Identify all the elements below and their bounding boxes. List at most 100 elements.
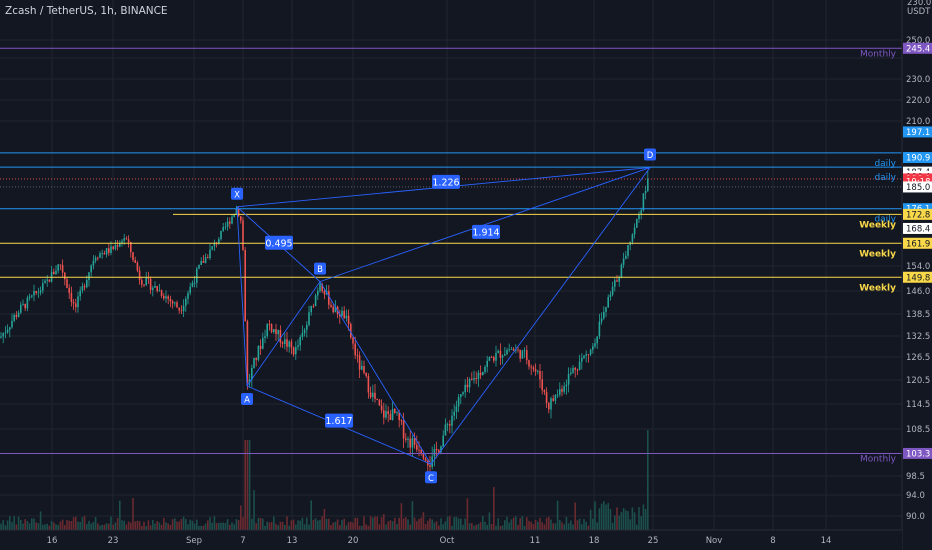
pattern-point-b-bg xyxy=(314,262,326,275)
symbol-title[interactable]: Zcash / TetherUS, 1h, BINANCE xyxy=(5,5,168,17)
volume-bar xyxy=(193,523,196,530)
volume-bar xyxy=(101,524,103,530)
candle-body xyxy=(17,312,20,317)
candle-body xyxy=(141,280,143,285)
volume-bar xyxy=(644,508,647,530)
candle-body xyxy=(284,339,286,344)
candle-body xyxy=(583,355,585,359)
volume-bar xyxy=(530,521,532,530)
volume-bar xyxy=(607,503,609,530)
price-tag: 168.4 xyxy=(906,224,930,234)
volume-bar xyxy=(504,520,506,530)
candle-body xyxy=(622,258,625,265)
candle-body xyxy=(99,253,101,258)
volume-bar xyxy=(387,521,389,530)
volume-bar xyxy=(486,524,488,530)
candle-body xyxy=(528,360,530,367)
volume-bar xyxy=(17,516,20,530)
pattern-point-b[interactable]: B xyxy=(317,265,323,275)
ratio-label[interactable]: 1.617 xyxy=(325,416,352,427)
volume-bar xyxy=(244,440,246,530)
pattern-point-a[interactable]: A xyxy=(244,396,250,406)
y-tick-label: 210.0 xyxy=(906,117,930,127)
candle-body xyxy=(416,444,418,450)
volume-bar xyxy=(310,500,312,530)
candle-body xyxy=(367,376,370,393)
candle-body xyxy=(376,398,378,400)
price-axis[interactable]: 245.4176.1172.8161.9149.8103.3USDT230.02… xyxy=(901,0,932,550)
time-axis[interactable]: 16 23 Sep 7 13 20 Oct 11 18 25 Nov 8 14 xyxy=(0,529,902,550)
pattern-point-d[interactable]: D xyxy=(647,151,654,161)
volume-bar xyxy=(178,521,180,530)
candle-body xyxy=(112,246,114,250)
candle-body xyxy=(13,314,15,321)
volume-bar xyxy=(325,518,328,530)
volume-bar xyxy=(416,521,418,530)
volume-bar xyxy=(343,518,345,530)
volume-bar xyxy=(136,520,139,530)
pattern-point-x[interactable]: X xyxy=(234,190,240,200)
candle-body xyxy=(253,357,255,368)
candle-body xyxy=(246,321,249,383)
ratio-label[interactable]: 1.914 xyxy=(472,227,499,238)
candle-body xyxy=(127,239,130,243)
pattern-point-c[interactable]: C xyxy=(428,474,434,484)
volume-bar xyxy=(259,517,262,530)
ratio-label[interactable]: 0.495 xyxy=(265,238,292,249)
candle-body xyxy=(319,284,321,292)
candle-body xyxy=(66,279,68,288)
level-tag-bg xyxy=(903,208,932,220)
volume-bar xyxy=(347,522,350,530)
volume-bar xyxy=(207,520,209,530)
candle-body xyxy=(372,392,374,397)
candle-body xyxy=(207,257,209,259)
candle-body xyxy=(171,301,174,304)
candle-body xyxy=(647,178,649,192)
volume-bar xyxy=(297,520,299,530)
candle-body xyxy=(559,389,561,395)
pattern-leg[interactable] xyxy=(319,281,432,465)
candle-body xyxy=(266,324,268,337)
volume-bar xyxy=(154,523,156,530)
harmonic-pattern[interactable]: X A B C D 0.495 1.617 1.226 1.914 xyxy=(231,148,656,484)
volume-bar xyxy=(581,524,583,530)
volume-bar xyxy=(391,521,394,530)
volume-bar xyxy=(517,524,519,530)
pattern-leg[interactable] xyxy=(319,167,651,283)
candle-body xyxy=(262,337,264,349)
candle-body xyxy=(259,345,262,349)
candle-body xyxy=(270,324,273,332)
level-tag-bg xyxy=(903,42,932,54)
candle-body xyxy=(92,260,95,266)
candle-body xyxy=(354,343,356,356)
candle-body xyxy=(563,386,565,392)
candle-body xyxy=(97,257,99,259)
candle-body xyxy=(541,379,543,391)
candle-body xyxy=(356,355,359,356)
candle-body xyxy=(209,249,211,259)
pattern-leg[interactable] xyxy=(246,281,321,387)
candle-body xyxy=(101,253,103,254)
pattern-leg[interactable] xyxy=(236,206,248,387)
volume-bar xyxy=(121,520,123,530)
candle-body xyxy=(286,339,288,347)
candle-body xyxy=(545,391,548,403)
candle-body xyxy=(268,324,271,325)
candle-body xyxy=(79,290,81,297)
candle-body xyxy=(240,216,242,221)
volume-bar xyxy=(323,508,326,530)
candle-body xyxy=(165,296,167,299)
volume-bar xyxy=(13,516,15,530)
candle-body xyxy=(350,324,352,338)
candle-body xyxy=(24,303,26,309)
volume-bar xyxy=(53,522,55,530)
ratio-label[interactable]: 1.226 xyxy=(432,177,459,188)
candle-body xyxy=(576,369,579,371)
price-candles xyxy=(0,170,649,475)
volume-bar xyxy=(147,520,150,530)
x-tick-label: 23 xyxy=(108,536,119,546)
pattern-leg[interactable] xyxy=(430,167,651,465)
candle-body xyxy=(442,435,444,447)
candle-body xyxy=(473,378,475,380)
